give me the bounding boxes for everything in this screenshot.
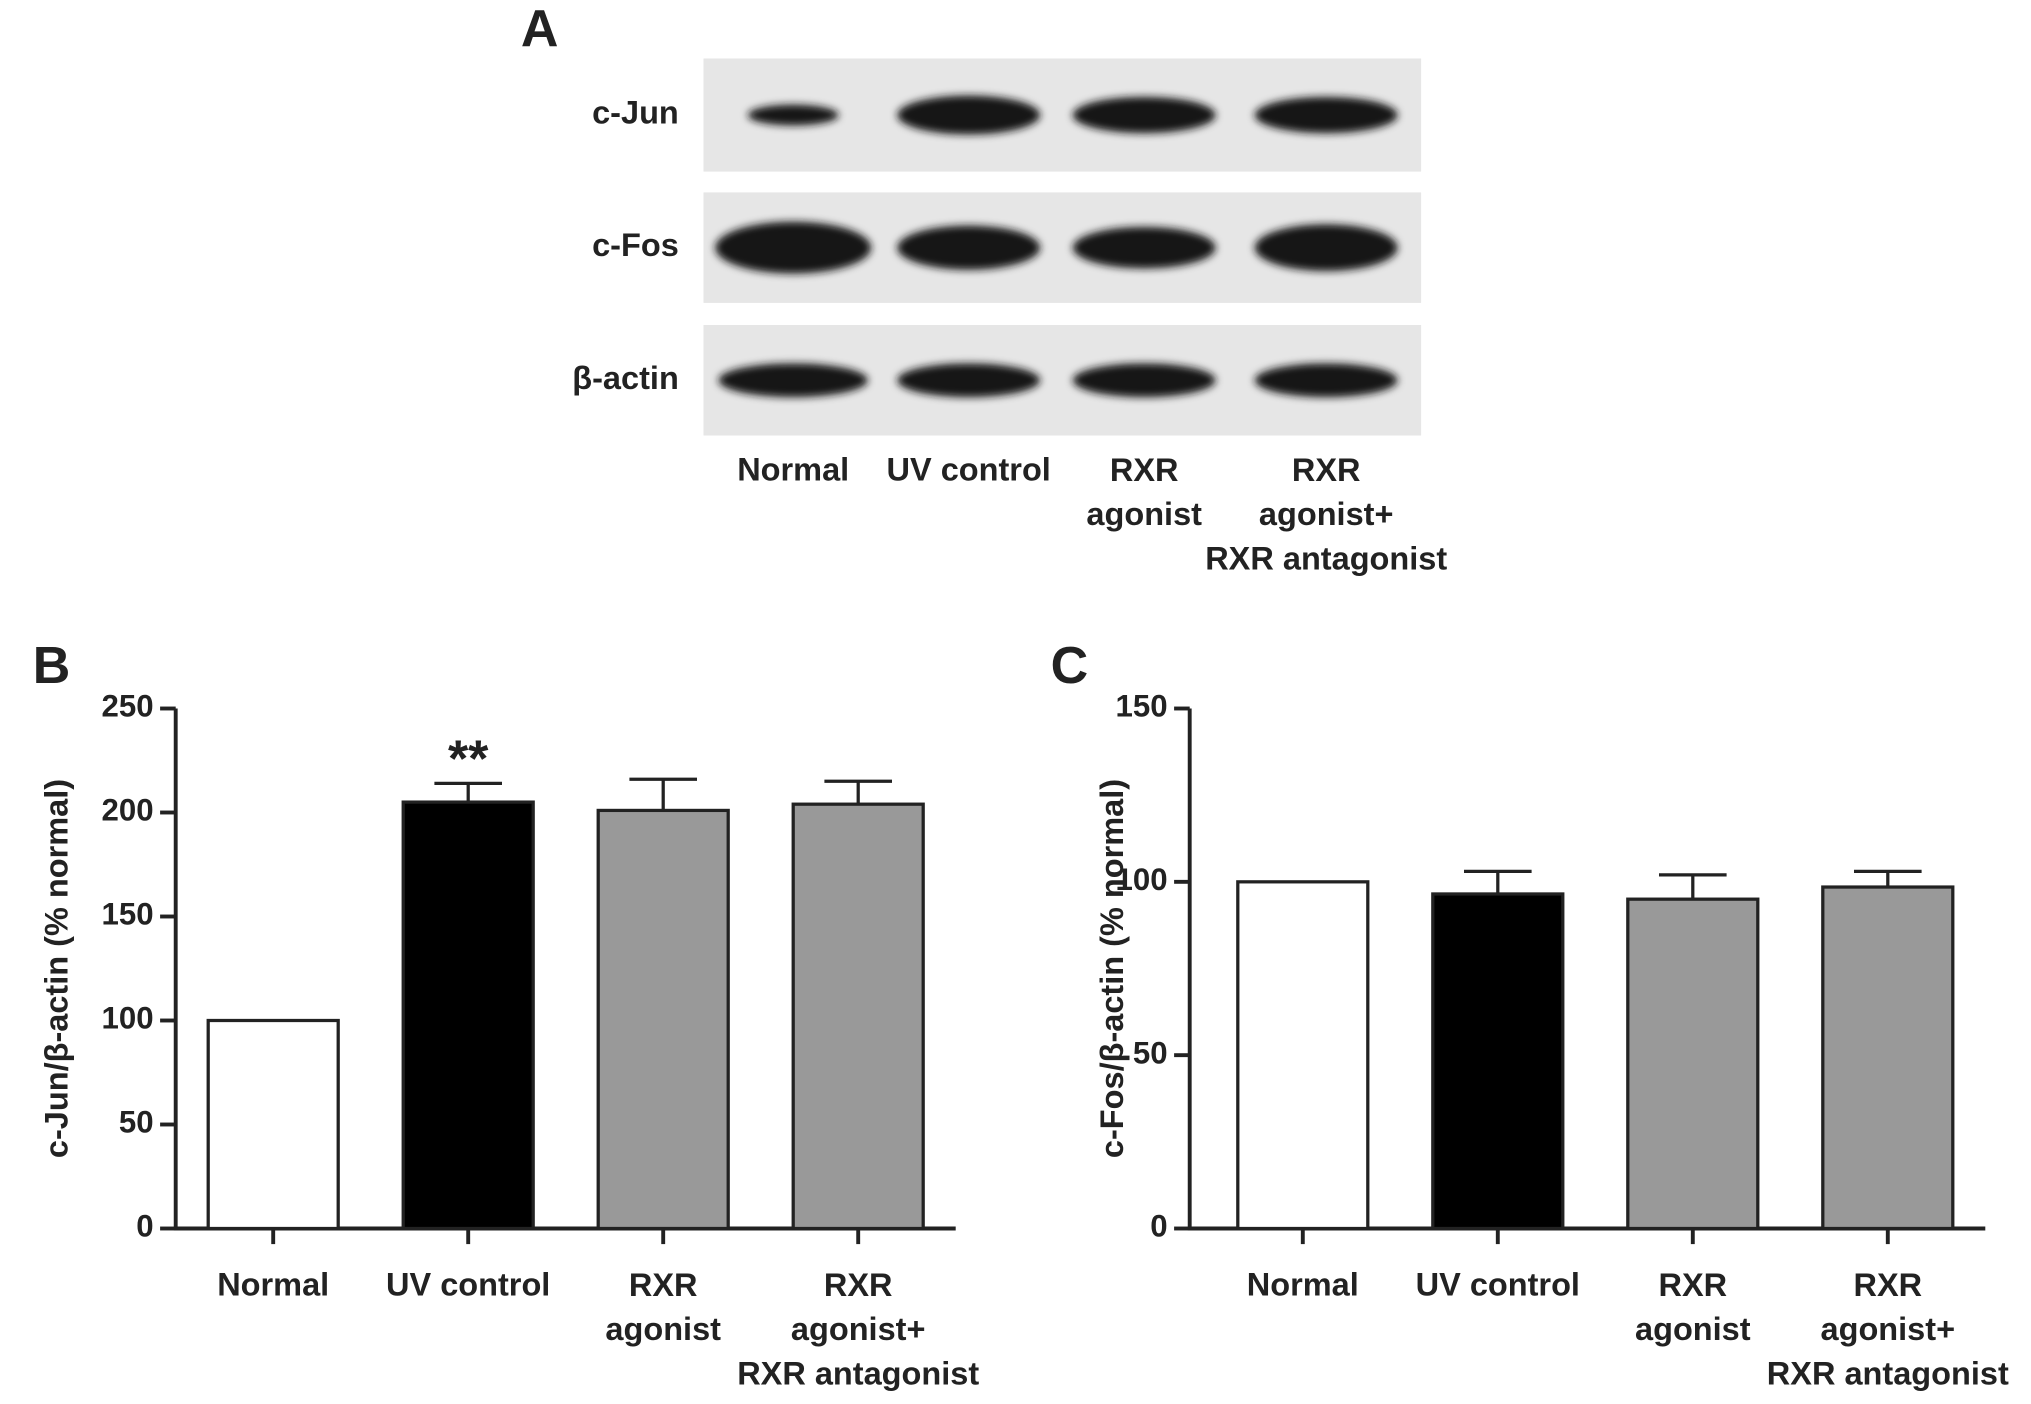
x-tick-label: RXR agonist: [605, 1267, 721, 1347]
blot-row-label: c-Jun: [592, 95, 679, 131]
blot-row-label: c-Fos: [592, 227, 679, 263]
bar: [401, 800, 535, 1231]
lane-label: RXR agonist+ RXR antagonist: [1205, 451, 1447, 575]
bar: [1236, 880, 1370, 1231]
blot-band: [897, 363, 1041, 398]
lane-label: UV control: [887, 451, 1051, 487]
significance-label: **: [448, 730, 489, 788]
bar: [1431, 892, 1565, 1231]
blot-band: [1254, 96, 1398, 134]
y-axis-label: c-Fos/β-actin (% normal): [1094, 779, 1130, 1158]
x-tick-label: UV control: [1416, 1267, 1580, 1303]
x-tick-label: UV control: [386, 1267, 550, 1303]
bar: [206, 1018, 340, 1231]
bar: [1626, 897, 1760, 1231]
bar: [1821, 885, 1955, 1231]
blot-band: [897, 95, 1041, 135]
blot-band: [1072, 96, 1216, 134]
y-tick-label: 50: [119, 1105, 154, 1140]
panel-label: B: [33, 637, 71, 695]
x-tick-label: RXR agonist+ RXR antagonist: [1767, 1267, 2009, 1391]
x-tick-label: Normal: [1247, 1267, 1359, 1303]
y-tick-label: 0: [1150, 1209, 1167, 1244]
blot-band: [1072, 226, 1216, 269]
y-tick-label: 100: [102, 1001, 154, 1036]
blot-row-label: β-actin: [572, 360, 679, 396]
y-tick-label: 200: [102, 793, 154, 828]
panel-label: A: [521, 0, 559, 58]
x-tick-label: RXR agonist+ RXR antagonist: [737, 1267, 979, 1391]
y-axis-label: c-Jun/β-actin (% normal): [38, 779, 74, 1158]
bar: [596, 808, 730, 1231]
blot-band: [715, 221, 872, 274]
x-tick-label: Normal: [217, 1267, 329, 1303]
y-tick-label: 50: [1133, 1035, 1168, 1070]
y-tick-label: 150: [102, 897, 154, 932]
blot-band: [1072, 363, 1216, 398]
blot-band: [897, 225, 1041, 270]
lane-label: RXR agonist: [1086, 451, 1202, 531]
y-tick-label: 250: [102, 689, 154, 724]
blot-band: [747, 104, 839, 126]
y-tick-label: 150: [1116, 689, 1168, 724]
blot-band: [1254, 224, 1398, 272]
blot-band: [718, 363, 868, 398]
y-tick-label: 100: [1116, 862, 1168, 897]
blot-band: [1254, 363, 1398, 398]
lane-label: Normal: [737, 451, 849, 487]
bar: [791, 802, 925, 1231]
x-tick-label: RXR agonist: [1635, 1267, 1751, 1347]
y-tick-label: 0: [136, 1209, 153, 1244]
panel-label: C: [1051, 637, 1089, 695]
